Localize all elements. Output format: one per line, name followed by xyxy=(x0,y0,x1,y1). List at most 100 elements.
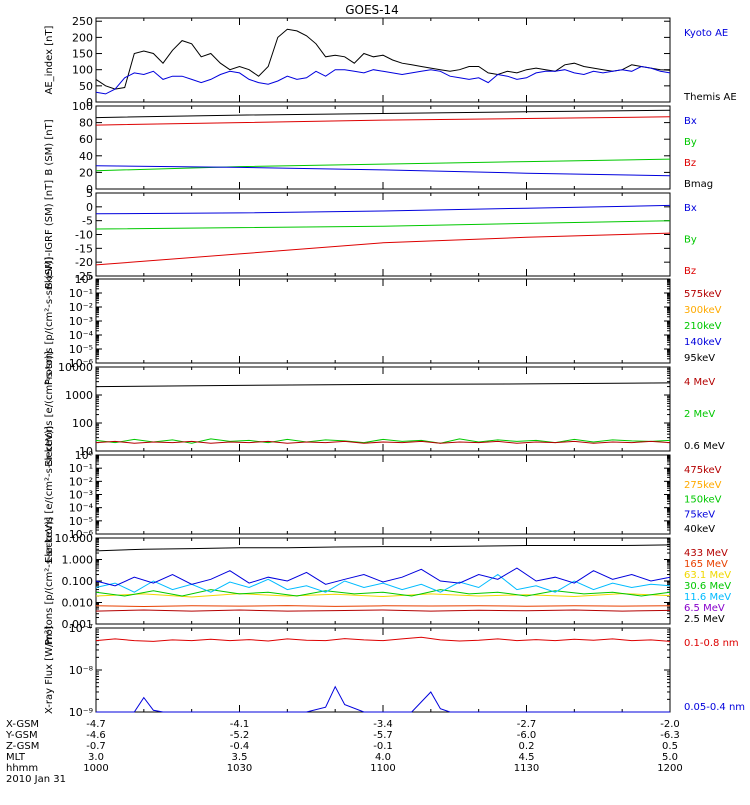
y-tick-label: 10⁻² xyxy=(69,301,93,314)
axis-row-value: -6.0 xyxy=(517,730,537,741)
axis-row-value: -4.7 xyxy=(86,719,106,730)
legend-entry: 11.6 MeV xyxy=(684,592,731,603)
y-tick-label: 10⁻² xyxy=(69,475,93,488)
legend-entry: Bz xyxy=(684,266,696,277)
series-line xyxy=(95,165,671,177)
legend-entry: Kyoto AE xyxy=(684,28,728,39)
axis-row-value: -2.7 xyxy=(517,719,537,730)
legend-entry: Bx xyxy=(684,116,697,127)
legend-entry: 2 MeV xyxy=(684,409,715,420)
y-tick-label: 0.010 xyxy=(62,597,94,610)
y-tick-label: 10⁻³ xyxy=(69,489,93,502)
panel-frame xyxy=(95,366,671,452)
axis-row-value: 0.2 xyxy=(519,741,535,752)
y-tick-label: 10000 xyxy=(58,361,93,374)
legend-entry: 140keV xyxy=(684,337,722,348)
y-tick-label: 10⁰ xyxy=(75,449,94,462)
series-line xyxy=(95,65,671,95)
series-line xyxy=(95,158,671,172)
series-line xyxy=(95,109,671,119)
axis-row-value: -0.1 xyxy=(373,741,393,752)
axis-row-value: -2.0 xyxy=(660,719,680,730)
legend-entry: 40keV xyxy=(684,524,715,535)
panel-pro2: 10.000 1.000 0.100 0.010 0.001 Protons [p/(cm… xyxy=(44,517,731,645)
axis-row-value: 3.0 xyxy=(88,752,104,763)
axis-row-value: -3.4 xyxy=(373,719,393,730)
panel-frame xyxy=(95,105,671,190)
series-line xyxy=(95,636,671,642)
y-tick-label: 0 xyxy=(86,96,93,109)
series-line xyxy=(95,609,671,612)
axis-row-value: -4.6 xyxy=(86,730,106,741)
y-tick-label: 60 xyxy=(79,133,93,146)
legend-entry: 433 MeV xyxy=(684,548,728,559)
legend-entry: 165 MeV xyxy=(684,559,728,570)
axis-row-value: 1100 xyxy=(370,763,395,774)
y-tick-label: 10⁻⁴ xyxy=(69,502,94,515)
axis-row-value: 1000 xyxy=(83,763,108,774)
series-line xyxy=(95,438,671,444)
series-line xyxy=(95,589,671,597)
axis-row-value: 0.5 xyxy=(662,741,678,752)
panel-frame xyxy=(95,454,671,535)
legend-entry: 30.6 MeV xyxy=(684,581,731,592)
y-tick-label: 100 xyxy=(72,417,93,430)
axis-row-label: MLT xyxy=(6,752,26,763)
y-tick-label: 100 xyxy=(72,100,93,113)
series-line xyxy=(95,605,671,608)
y-axis-label: AE_index [nT] xyxy=(44,25,55,94)
panel-ele1: 10000 1000 100 10 Electrons [e/(cm²-s-sr)] 4 … xyxy=(44,351,725,467)
y-tick-label: 10⁻⁴ xyxy=(69,329,94,342)
legend-entry: 275keV xyxy=(684,480,722,491)
legend-entry: 0.1-0.8 nm xyxy=(684,638,739,649)
axis-row-value: 4.0 xyxy=(375,752,391,763)
y-tick-label: 10⁻³ xyxy=(69,315,93,328)
legend-entry: 210keV xyxy=(684,321,722,332)
series-line xyxy=(95,232,671,266)
y-tick-label: 10⁻⁷ xyxy=(69,622,93,635)
legend-entry: 0.6 MeV xyxy=(684,441,725,452)
y-axis-label: B (SM) [nT] xyxy=(44,119,55,175)
panel-bsm: 0 20 40 60 80 100 B (SM) [nT] Bx By Bz Bmag xyxy=(44,100,713,196)
y-tick-label: 10⁻⁸ xyxy=(69,664,94,677)
y-tick-label: 0 xyxy=(86,201,93,214)
series-line xyxy=(95,567,671,587)
panel-xray: 10⁻⁷ 10⁻⁸ 10⁻⁹ X-ray Flux [W/m²] 0.1-0.8 nm 0… xyxy=(44,622,745,719)
series-line xyxy=(95,544,671,552)
axis-row-value: -5.2 xyxy=(230,730,250,741)
y-tick-label: -10 xyxy=(75,229,93,242)
y-tick-label: 1.000 xyxy=(62,554,94,567)
legend-entry: Themis AE xyxy=(683,92,737,103)
y-tick-label: 100 xyxy=(72,64,93,77)
y-axis-label: Protons [p/(cm²-s-sr-keV)] xyxy=(44,517,55,645)
panel-frame xyxy=(95,192,671,277)
y-tick-label: -20 xyxy=(75,256,93,269)
y-tick-label: -5 xyxy=(82,215,93,228)
axis-row-label: Z-GSM xyxy=(6,741,39,752)
y-tick-label: 200 xyxy=(72,31,93,44)
legend-entry: Bmag xyxy=(684,179,713,190)
y-tick-label: 0 xyxy=(86,183,93,196)
axis-row-value: -6.3 xyxy=(660,730,680,741)
y-tick-label: 10⁻⁵ xyxy=(69,343,93,356)
axis-row-label: hhmm xyxy=(6,763,38,774)
legend-entry: 150keV xyxy=(684,495,722,506)
axis-row-label: X-GSM xyxy=(6,719,39,730)
panel-frame xyxy=(95,17,671,103)
y-tick-label: 5 xyxy=(86,187,93,200)
legend-entry: 4 MeV xyxy=(684,377,715,388)
y-tick-label: 50 xyxy=(79,80,93,93)
y-tick-label: 250 xyxy=(72,15,93,28)
series-line xyxy=(95,382,671,388)
y-tick-label: 10⁻¹ xyxy=(69,287,93,300)
axis-row-value: -4.1 xyxy=(230,719,250,730)
y-tick-label: 150 xyxy=(72,48,93,61)
axis-row-value: 5.0 xyxy=(662,752,678,763)
y-tick-label: 80 xyxy=(79,117,93,130)
y-tick-label: 1000 xyxy=(65,389,93,402)
legend-entry: Bx xyxy=(684,203,697,214)
y-axis-label: X-ray Flux [W/m²] xyxy=(44,626,55,714)
legend-entry: 2.5 MeV xyxy=(684,614,725,625)
series-line xyxy=(95,220,671,230)
